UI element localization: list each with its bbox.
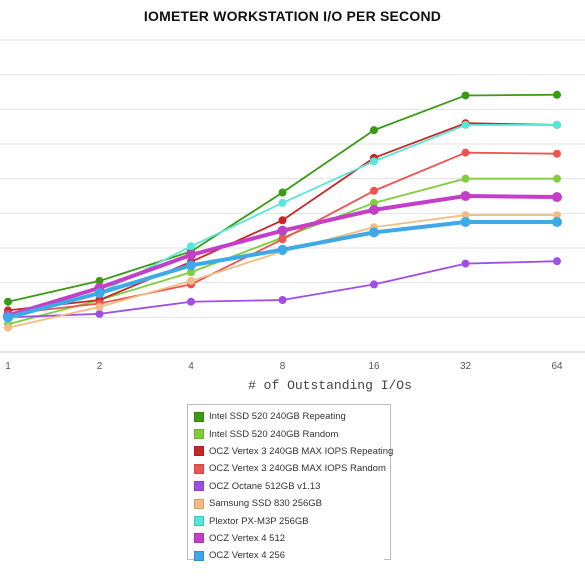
data-point [460,191,471,201]
legend-item[interactable]: OCZ Vertex 4 256 [194,547,384,565]
data-point [278,216,287,225]
legend-label: Samsung SSD 830 256GB [209,498,323,510]
data-point [370,198,378,207]
legend-label: OCZ Octane 512GB v1.13 [209,480,321,492]
data-point [278,296,287,304]
data-point [277,225,288,236]
x-tick-label: 1 [5,361,11,372]
legend-item[interactable]: Intel SSD 520 240GB Repeating [194,408,384,425]
legend-swatch [194,516,204,527]
data-point [4,323,12,332]
data-point [94,288,105,299]
legend-label: Plextor PX-M3P 256GB [209,515,309,527]
data-point [460,217,471,227]
data-point [461,174,470,183]
x-tick-label: 4 [188,361,194,372]
legend-swatch [194,463,204,474]
legend-label: OCZ Vertex 4 256 [209,550,286,562]
legend-swatch [194,481,204,492]
data-point [370,157,378,166]
legend-label: OCZ Vertex 3 240GB MAX IOPS Repeating [209,445,394,457]
x-tick-label: 8 [280,361,286,372]
series-9 [3,217,562,323]
data-point [552,217,562,227]
data-point [553,149,561,158]
data-point [370,186,378,195]
legend-item[interactable]: OCZ Vertex 3 240GB MAX IOPS Repeating [194,443,393,460]
data-point [95,276,104,285]
series-5 [4,257,561,322]
legend-swatch [194,498,204,509]
legend-swatch [194,411,204,422]
legend: Intel SSD 520 240GB Repeating Intel SSD 5… [187,404,393,565]
data-point [4,297,12,306]
legend-swatch [194,446,204,457]
legend-label: Intel SSD 520 240GB Repeating [209,411,346,423]
x-tick-label: 64 [551,361,563,372]
data-point [187,297,195,306]
x-axis-title: # of Outstanding I/Os [248,378,412,393]
data-point [278,198,287,207]
series-lines [3,90,562,332]
legend-swatch [194,550,204,561]
x-tick-label: 16 [368,361,380,372]
data-point [370,126,378,135]
data-point [461,120,470,129]
data-point [187,242,195,251]
legend-item[interactable]: OCZ Vertex 3 240GB MAX IOPS Random [194,460,386,477]
chart-title: IOMETER WORKSTATION I/O PER SECOND [143,8,442,24]
data-point [277,244,288,255]
data-point [187,268,195,277]
data-point [3,312,13,323]
data-point [553,120,561,129]
series-3 [4,119,561,315]
data-point [461,148,470,157]
legend-item[interactable]: Samsung SSD 830 256GB [194,495,384,512]
legend-label: OCZ Vertex 4 512 [209,532,286,544]
legend-item[interactable]: OCZ Vertex 4 512 [194,530,384,547]
legend-item[interactable]: OCZ Octane 512GB v1.13 [194,478,384,495]
legend-label: OCZ Vertex 3 240GB MAX IOPS Random [209,463,386,475]
data-point [552,192,562,203]
data-point [553,257,561,266]
data-point [95,302,104,311]
data-point [187,276,195,285]
legend-swatch [194,533,204,544]
data-point [461,259,470,268]
data-point [461,211,470,220]
data-point [553,211,561,220]
x-tick-label: 2 [97,361,103,372]
x-axis-ticks: 1 2 4 8 16 32 64 [5,361,563,372]
data-point [370,280,378,289]
legend-swatch [194,429,204,440]
data-point [553,174,561,183]
data-point [369,204,379,215]
data-point [278,188,287,197]
data-point [369,227,379,238]
data-point [186,260,196,271]
data-point [553,90,561,99]
data-point [95,309,104,318]
legend-item[interactable]: Plextor PX-M3P 256GB [194,512,384,529]
x-tick-label: 32 [460,361,472,372]
data-point [461,91,470,100]
data-point [186,249,196,260]
legend-item[interactable]: Intel SSD 520 240GB Random [194,425,384,442]
legend-label: Intel SSD 520 240GB Random [209,428,339,440]
data-point [278,235,287,244]
